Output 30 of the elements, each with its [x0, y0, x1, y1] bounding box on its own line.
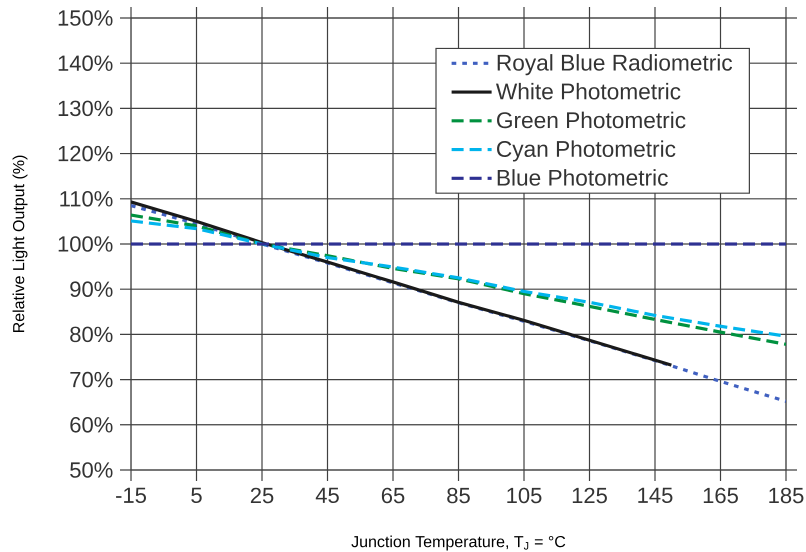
y-tick-label: 100% — [58, 236, 112, 252]
legend-label: Green Photometric — [497, 112, 686, 128]
x-tick-label: 85 — [447, 488, 470, 504]
x-tick-label: 25 — [250, 488, 274, 504]
y-tick-label: 140% — [58, 55, 112, 71]
y-tick-label: 90% — [70, 281, 113, 297]
x-tick-label: 145 — [638, 488, 672, 504]
x-tick-label: 45 — [316, 488, 339, 504]
y-axis-title: Relative Light Output (%) — [12, 156, 28, 332]
y-tick-label: 50% — [70, 462, 113, 478]
x-axis-title: Junction Temperature, T$_{J}$ = °C — [351, 536, 566, 550]
legend-label: Cyan Photometric — [497, 140, 676, 162]
x-tick-label: 165 — [704, 488, 738, 504]
legend-label: Blue Photometric — [498, 169, 668, 186]
x-tick-label: 105 — [507, 488, 542, 504]
y-tick-label: 60% — [70, 416, 113, 433]
y-tick-label: 130% — [58, 100, 112, 116]
legend-label: White Photometric — [496, 82, 680, 100]
line-series — [131, 204, 786, 403]
y-tick-label: 120% — [58, 146, 112, 162]
x-tick-label: 65 — [382, 488, 404, 504]
y-tick-label: 70% — [70, 372, 113, 388]
x-tick-label: 5 — [191, 488, 202, 504]
x-tick-label: -15 — [116, 488, 146, 504]
x-tick-label: 185 — [769, 488, 804, 504]
x-tick-label: 125 — [572, 488, 607, 504]
y-tick-label: 110% — [60, 190, 113, 207]
y-tick-label: 80% — [70, 326, 113, 342]
y-tick-label: 150% — [58, 10, 112, 26]
legend-label: Royal Blue Radiometric — [498, 54, 732, 76]
